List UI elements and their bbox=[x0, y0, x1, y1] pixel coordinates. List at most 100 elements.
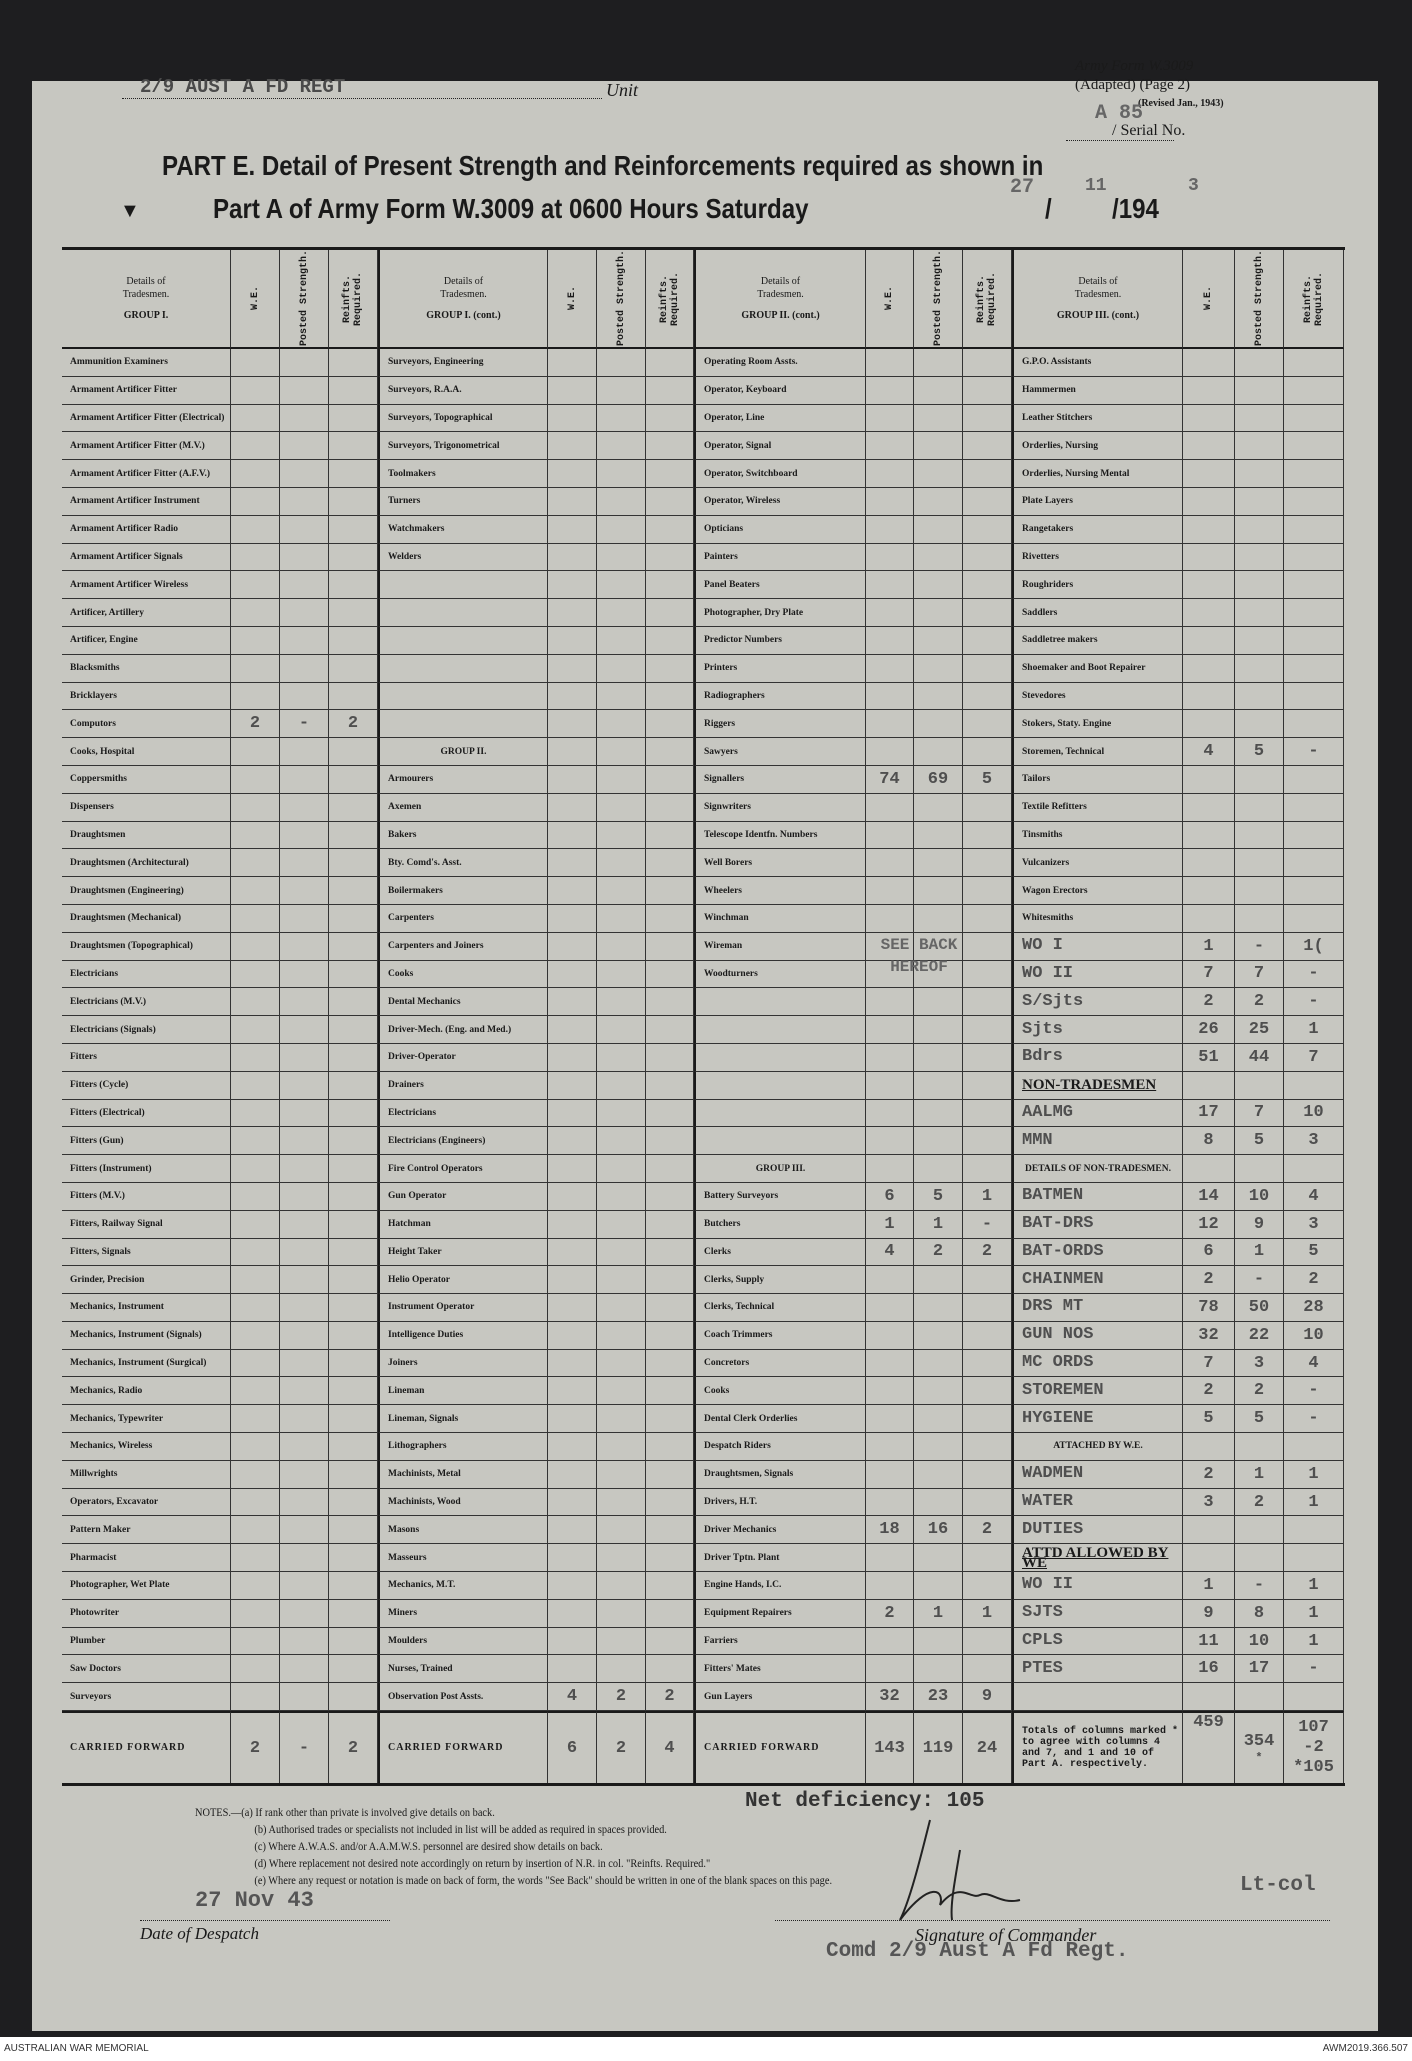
reinfts-value bbox=[1284, 626, 1344, 655]
trade-name: BAT-ORDS bbox=[1012, 1238, 1183, 1267]
we-value: 78 bbox=[1183, 1294, 1235, 1322]
posted-value bbox=[597, 1488, 646, 1517]
reinfts-value bbox=[329, 821, 378, 850]
arrow-icon: ▼ bbox=[120, 200, 140, 222]
posted-value bbox=[280, 1099, 329, 1128]
trade-name: Electricians (Engineers) bbox=[378, 1127, 548, 1156]
we-value bbox=[548, 1405, 597, 1434]
reinfts-value bbox=[329, 1349, 378, 1378]
we-value bbox=[548, 1377, 597, 1406]
we-value bbox=[866, 1043, 914, 1072]
reinfts-value bbox=[329, 1655, 378, 1684]
reinfts-value bbox=[1284, 599, 1344, 627]
reinfts-value bbox=[646, 1294, 694, 1322]
we-value bbox=[866, 1127, 914, 1156]
trade-name: Masons bbox=[378, 1516, 548, 1545]
trade-name: STOREMEN bbox=[1012, 1377, 1183, 1406]
trade-name: Operator, Wireless bbox=[694, 487, 866, 516]
we-value: 2 bbox=[1183, 1266, 1235, 1295]
we-value bbox=[866, 1099, 914, 1128]
we-value bbox=[548, 1071, 597, 1100]
posted-value: 1 bbox=[1235, 1460, 1284, 1489]
we-value bbox=[1183, 349, 1235, 377]
reinfts-value bbox=[963, 960, 1012, 989]
note-a: NOTES.—(a) If rank other than private is… bbox=[195, 1807, 495, 1819]
trade-name: Photographer, Dry Plate bbox=[694, 599, 866, 627]
trade-name: Fitters bbox=[62, 1043, 231, 1072]
posted-value bbox=[1235, 682, 1284, 711]
trade-name: Riggers bbox=[694, 710, 866, 739]
reinfts-value bbox=[646, 932, 694, 961]
posted-value: 10 bbox=[1235, 1627, 1284, 1656]
posted-value bbox=[1235, 1683, 1284, 1712]
we-value bbox=[548, 599, 597, 627]
posted-value bbox=[280, 1210, 329, 1239]
we-value: 3 bbox=[1183, 1488, 1235, 1517]
trade-name: Bdrs bbox=[1012, 1043, 1183, 1072]
trade-name: Blacksmiths bbox=[62, 654, 231, 683]
posted-value bbox=[1235, 599, 1284, 627]
reinfts-value bbox=[646, 1127, 694, 1156]
reinfts-value bbox=[646, 1155, 694, 1183]
posted-value bbox=[914, 849, 963, 878]
reinfts-value bbox=[646, 793, 694, 822]
reinfts-value: 28 bbox=[1284, 1294, 1344, 1322]
we-value bbox=[548, 654, 597, 683]
posted-value: 10 bbox=[1235, 1182, 1284, 1211]
we-value bbox=[866, 793, 914, 822]
we-value bbox=[866, 1460, 914, 1489]
we-value: 5 bbox=[1183, 1405, 1235, 1434]
reinfts-value: - bbox=[1284, 1655, 1344, 1684]
we-value bbox=[231, 1182, 280, 1211]
trade-name: Coppersmiths bbox=[62, 765, 231, 794]
posted-value bbox=[280, 1071, 329, 1100]
trade-name: Boilermakers bbox=[378, 877, 548, 905]
reinfts-value bbox=[646, 988, 694, 1017]
trade-name: Concretors bbox=[694, 1349, 866, 1378]
trade-name: Draughtsmen bbox=[62, 821, 231, 850]
posted-value bbox=[280, 543, 329, 572]
trade-name: Pattern Maker bbox=[62, 1516, 231, 1545]
trade-name: CPLS bbox=[1012, 1627, 1183, 1656]
trade-name: Despatch Riders bbox=[694, 1433, 866, 1461]
trade-name: Opticians bbox=[694, 515, 866, 544]
posted-value bbox=[914, 1488, 963, 1517]
reinfts-value bbox=[646, 877, 694, 905]
we-value bbox=[866, 821, 914, 850]
carried-forward-label: CARRIED FORWARD bbox=[62, 1711, 231, 1784]
posted-value bbox=[1235, 543, 1284, 572]
posted-value bbox=[597, 1155, 646, 1183]
commander-stamp: Comd 2/9 Aust A Fd Regt. bbox=[826, 1940, 1129, 1963]
we-value bbox=[548, 626, 597, 655]
trade-name: SJTS bbox=[1012, 1599, 1183, 1628]
column-header-reinfts-label: Reinfts. Required. bbox=[342, 271, 364, 326]
posted-value: 5 bbox=[1235, 738, 1284, 766]
we-value bbox=[866, 349, 914, 377]
posted-value: 8 bbox=[1235, 1599, 1284, 1628]
carried-we: 143 bbox=[866, 1711, 914, 1784]
trade-name: Pharmacist bbox=[62, 1544, 231, 1573]
we-value bbox=[1183, 821, 1235, 850]
posted-value: 69 bbox=[914, 765, 963, 794]
trade-name bbox=[694, 988, 866, 1017]
we-value bbox=[866, 1016, 914, 1044]
we-value bbox=[866, 654, 914, 683]
trade-name: Driver-Mech. (Eng. and Med.) bbox=[378, 1016, 548, 1044]
trade-name bbox=[1012, 1683, 1183, 1712]
posted-value: 2 bbox=[1235, 1488, 1284, 1517]
reinfts-value bbox=[963, 738, 1012, 766]
trade-name: Lineman, Signals bbox=[378, 1405, 548, 1434]
trade-name: DUTIES bbox=[1012, 1516, 1183, 1545]
we-value bbox=[866, 877, 914, 905]
we-value bbox=[231, 1127, 280, 1156]
reinfts-value bbox=[646, 1349, 694, 1378]
posted-value bbox=[597, 960, 646, 989]
posted-value bbox=[597, 404, 646, 433]
we-value bbox=[1183, 1683, 1235, 1712]
we-value bbox=[866, 1405, 914, 1434]
reinfts-value bbox=[963, 349, 1012, 377]
trade-name: Clerks bbox=[694, 1238, 866, 1267]
trade-name: GROUP II. bbox=[378, 738, 548, 766]
trade-name: Rivetters bbox=[1012, 543, 1183, 572]
reinfts-value: 1 bbox=[1284, 1599, 1344, 1628]
